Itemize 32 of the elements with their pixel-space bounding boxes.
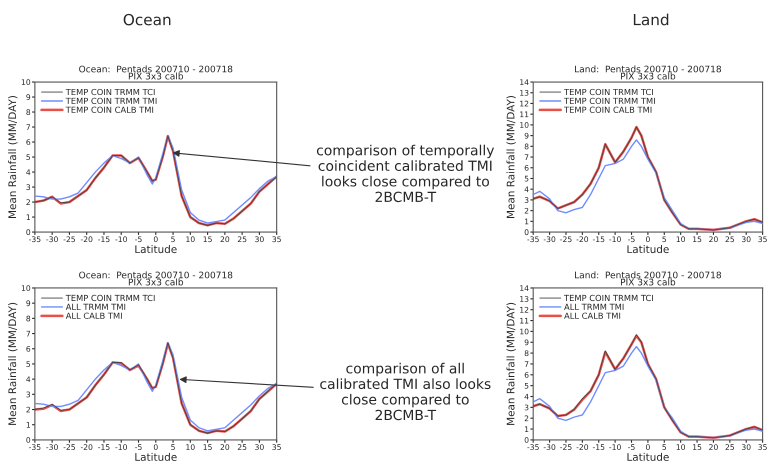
- chart-subtitle: PIX 3x3 calb: [128, 278, 184, 286]
- x-axis-title: Latitude: [627, 452, 669, 461]
- legend-label: TEMP COIN CALB TMI: [564, 106, 652, 113]
- legend-label: ALL CALB TMI: [66, 312, 122, 319]
- legend-label: ALL CALB TMI: [564, 312, 620, 319]
- legend-label: TEMP COIN CALB TMI: [66, 106, 154, 113]
- chart-title: Ocean: Pentads 200710 - 200718: [79, 65, 232, 72]
- legend-label: TEMP COIN TRMM TCI: [564, 88, 653, 96]
- legend-label: TEMP COIN TRMM TMI: [564, 98, 655, 104]
- legend-label: TEMP COIN TRMM TCI: [564, 294, 653, 302]
- x-axis-title: Latitude: [135, 245, 177, 254]
- text: Ocean: [124, 14, 170, 26]
- chart-subtitle: PIX 3x3 calb: [620, 72, 676, 80]
- chart-title: Land: Pentads 200710 - 200718: [575, 65, 722, 72]
- chart-subtitle: PIX 3x3 calb: [620, 278, 676, 286]
- chart-title: Ocean: Pentads 200710 - 200718: [79, 271, 232, 278]
- y-axis-title: Mean Rainfall (MM/DAY): [8, 96, 18, 218]
- y-axis-title: Mean Rainfall (MM/DAY): [506, 96, 516, 218]
- annotation: comparison of temporally coincident calibrated TMI looks close compared to 2BCMB-T: [316, 144, 494, 202]
- chart-subtitle: PIX 3x3 calb: [128, 72, 184, 80]
- y-axis-title: Mean Rainfall (MM/DAY): [506, 302, 516, 425]
- y-axis-title: Mean Rainfall (MM/DAY): [8, 302, 18, 425]
- legend-label: TEMP COIN TRMM TMI: [66, 98, 156, 104]
- text: Land: [634, 14, 668, 26]
- legend-label: TEMP COIN TRMM TCI: [66, 294, 155, 302]
- legend-label: ALL TRMM TMI: [564, 304, 624, 310]
- x-axis-title: Latitude: [627, 245, 669, 254]
- chart-title: Land: Pentads 200710 - 200718: [575, 271, 722, 278]
- x-axis-title: Latitude: [135, 452, 177, 461]
- legend-label: ALL TRMM TMI: [66, 304, 126, 310]
- legend-label: TEMP COIN TRMM TCI: [66, 88, 155, 96]
- annotation: comparison of all calibrated TMI also looks close compared to 2BCMB-T: [320, 362, 491, 420]
